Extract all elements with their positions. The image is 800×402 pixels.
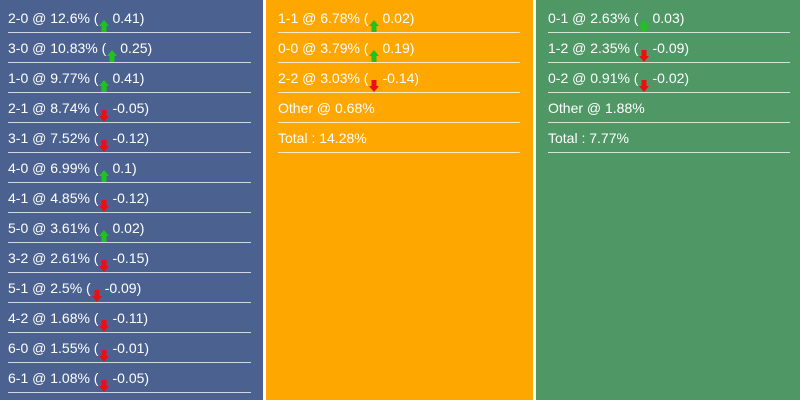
arrow-down-icon [639, 72, 650, 92]
score-label: 2-0 @ 12.6% ( [8, 9, 99, 26]
home-win-column: 2-0 @ 12.6% ( 0.41) 3-0 @ 10.83% ( 0.25) 1-0… [0, 0, 263, 400]
score-change: 0.02) [382, 9, 415, 26]
arrow-up-icon [99, 72, 110, 92]
score-label: Total : 7.77% [548, 129, 629, 146]
score-label: 3-1 @ 7.52% ( [8, 129, 99, 146]
score-row: 0-2 @ 0.91% ( -0.02) [548, 63, 790, 93]
arrow-down-icon [369, 72, 380, 92]
score-change: -0.11) [112, 309, 149, 326]
arrow-down-icon [639, 42, 650, 62]
score-change: 0.02) [112, 219, 145, 236]
draw-column: 1-1 @ 6.78% ( 0.02) 0-0 @ 3.79% ( 0.19) 2-2 … [266, 0, 533, 400]
arrow-up-icon [99, 222, 110, 242]
score-row: 3-2 @ 2.61% ( -0.15) [8, 243, 251, 273]
score-row: 3-0 @ 10.83% ( 0.25) [8, 33, 251, 63]
arrow-down-icon [99, 342, 110, 362]
score-label: 4-0 @ 6.99% ( [8, 159, 99, 176]
arrow-up-icon [99, 12, 110, 32]
score-label: 6-1 @ 1.08% ( [8, 369, 99, 386]
score-label: 2-2 @ 3.03% ( [278, 69, 369, 86]
score-label: 3-0 @ 10.83% ( [8, 39, 107, 56]
arrow-down-icon [99, 312, 110, 332]
score-label: 1-2 @ 2.35% ( [548, 39, 639, 56]
score-label: Other @ 0.68% [278, 99, 375, 116]
score-row: 6-0 @ 1.55% ( -0.01) [8, 333, 251, 363]
score-change: -0.09) [104, 279, 142, 296]
score-row: 0-0 @ 3.79% ( 0.19) [278, 33, 520, 63]
arrow-down-icon [99, 252, 110, 272]
score-row: 4-0 @ 6.99% ( 0.1) [8, 153, 251, 183]
score-change: -0.12) [112, 189, 150, 206]
score-change: -0.09) [652, 39, 690, 56]
score-label: 2-1 @ 8.74% ( [8, 99, 99, 116]
arrow-down-icon [99, 192, 110, 212]
score-label: Other @ 1.88% [548, 99, 645, 116]
score-change: -0.05) [112, 99, 150, 116]
score-label: 1-0 @ 9.77% ( [8, 69, 99, 86]
score-change: -0.12) [112, 129, 150, 146]
score-row: 3-1 @ 7.52% ( -0.12) [8, 123, 251, 153]
score-label: 5-1 @ 2.5% ( [8, 279, 91, 296]
arrow-down-icon [99, 372, 110, 392]
arrow-up-icon [369, 12, 380, 32]
arrow-down-icon [99, 132, 110, 152]
score-change: -0.01) [112, 339, 150, 356]
arrow-down-icon [91, 282, 102, 302]
score-row: 5-0 @ 3.61% ( 0.02) [8, 213, 251, 243]
arrow-up-icon [369, 42, 380, 62]
score-change: -0.14) [382, 69, 420, 86]
score-row: Total : 7.77% [548, 123, 790, 153]
score-label: 5-0 @ 3.61% ( [8, 219, 99, 236]
score-row: 6-1 @ 1.08% ( -0.05) [8, 363, 251, 393]
score-change: 0.19) [382, 39, 415, 56]
score-row: Total : 14.28% [278, 123, 520, 153]
score-change: 0.1) [112, 159, 137, 176]
score-row: 1-0 @ 9.77% ( 0.41) [8, 63, 251, 93]
score-change: -0.02) [652, 69, 690, 86]
score-label: 0-0 @ 3.79% ( [278, 39, 369, 56]
score-label: 4-1 @ 4.85% ( [8, 189, 99, 206]
arrow-up-icon [99, 162, 110, 182]
score-change: 0.41) [112, 9, 145, 26]
away-win-column: 0-1 @ 2.63% ( 0.03) 1-2 @ 2.35% ( -0.09) 0-2… [536, 0, 800, 400]
score-label: 3-2 @ 2.61% ( [8, 249, 99, 266]
score-change: -0.05) [112, 369, 150, 386]
score-label: Total : 14.28% [278, 129, 367, 146]
score-row: 2-0 @ 12.6% ( 0.41) [8, 3, 251, 33]
score-row: Other @ 1.88% [548, 93, 790, 123]
score-row: 1-1 @ 6.78% ( 0.02) [278, 3, 520, 33]
arrow-down-icon [99, 102, 110, 122]
score-label: 0-1 @ 2.63% ( [548, 9, 639, 26]
arrow-up-icon [639, 12, 650, 32]
score-change: 0.41) [112, 69, 145, 86]
score-change: 0.03) [652, 9, 685, 26]
score-change: -0.15) [112, 249, 150, 266]
score-row: 4-2 @ 1.68% ( -0.11) [8, 303, 251, 333]
score-row: 1-2 @ 2.35% ( -0.09) [548, 33, 790, 63]
score-row: Other @ 0.68% [278, 93, 520, 123]
score-row: 2-2 @ 3.03% ( -0.14) [278, 63, 520, 93]
score-label: 6-0 @ 1.55% ( [8, 339, 99, 356]
arrow-up-icon [107, 42, 118, 62]
score-change: 0.25) [120, 39, 153, 56]
score-row: 2-1 @ 8.74% ( -0.05) [8, 93, 251, 123]
score-row: 4-1 @ 4.85% ( -0.12) [8, 183, 251, 213]
score-row: 5-1 @ 2.5% ( -0.09) [8, 273, 251, 303]
score-label: 1-1 @ 6.78% ( [278, 9, 369, 26]
score-label: 0-2 @ 0.91% ( [548, 69, 639, 86]
score-label: 4-2 @ 1.68% ( [8, 309, 99, 326]
score-row: 0-1 @ 2.63% ( 0.03) [548, 3, 790, 33]
